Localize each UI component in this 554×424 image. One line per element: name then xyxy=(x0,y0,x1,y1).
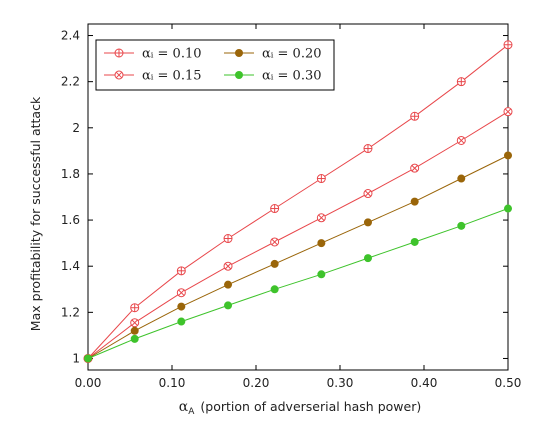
data-point xyxy=(223,261,233,271)
x-tick-label: 0.40 xyxy=(411,376,438,390)
data-point xyxy=(114,70,124,80)
series-4 xyxy=(84,204,512,363)
marker-bar xyxy=(131,319,138,326)
data-point xyxy=(456,135,466,145)
marker-bar xyxy=(318,214,325,221)
marker-bar xyxy=(178,289,185,296)
data-point xyxy=(363,254,372,263)
data-point xyxy=(410,237,419,246)
legend-label: αᵢ = 0.30 xyxy=(262,69,322,84)
data-point xyxy=(176,266,186,276)
data-point xyxy=(235,49,243,57)
data-point xyxy=(504,204,512,213)
data-point xyxy=(130,326,139,335)
data-point xyxy=(176,288,186,298)
legend-item: αᵢ = 0.30 xyxy=(224,69,322,84)
data-point xyxy=(456,77,466,87)
data-point xyxy=(84,354,92,363)
data-point xyxy=(410,197,419,206)
series-3 xyxy=(84,151,512,363)
y-tick-label: 1.6 xyxy=(61,213,80,227)
x-tick-label: 0.20 xyxy=(243,376,270,390)
data-point xyxy=(114,48,124,58)
y-tick-label: 2.4 xyxy=(61,29,80,43)
data-point xyxy=(363,189,373,199)
legend-box xyxy=(95,39,335,91)
marker-bar xyxy=(271,238,278,246)
legend-item: αᵢ = 0.10 xyxy=(104,47,202,62)
data-point xyxy=(363,218,372,227)
axes: 0.00 0.10 0.20 0.30 0.40 0.50 1 1.2 1.4 1.6 1.8 2 2.… xyxy=(61,24,521,390)
x-axis-label-subscript: A xyxy=(188,407,195,417)
data-point xyxy=(223,234,233,244)
data-point xyxy=(130,303,140,313)
data-point xyxy=(270,204,280,214)
x-tick-label: 0.50 xyxy=(495,376,522,390)
series-line xyxy=(87,208,509,359)
series-line xyxy=(87,44,509,359)
y-tick-label: 2 xyxy=(72,121,80,135)
data-point xyxy=(270,259,279,268)
data-point xyxy=(316,213,326,223)
data-point xyxy=(224,301,233,310)
data-point xyxy=(363,144,373,154)
data-point xyxy=(177,302,186,311)
data-point xyxy=(130,334,139,343)
x-tick-label: 0.00 xyxy=(75,376,102,390)
series-line xyxy=(87,111,509,359)
x-tick-label: 0.10 xyxy=(159,376,186,390)
legend-label: αᵢ = 0.20 xyxy=(262,47,322,62)
data-point xyxy=(410,111,420,121)
legend-label: αᵢ = 0.15 xyxy=(142,69,202,84)
data-point xyxy=(316,174,326,184)
x-axis-label-text: (portion of adverserial hash power) xyxy=(200,399,421,414)
legend-item: αᵢ = 0.20 xyxy=(224,47,322,62)
x-axis-label-symbol: α xyxy=(179,399,189,415)
data-point xyxy=(457,221,466,230)
data-point xyxy=(235,71,243,79)
legend-label: αᵢ = 0.10 xyxy=(142,47,202,62)
marker-bar xyxy=(411,164,418,172)
y-tick-label: 1 xyxy=(72,351,80,365)
y-tick-label: 2.2 xyxy=(61,75,80,89)
plot-area xyxy=(87,23,509,371)
y-tick-label: 1.4 xyxy=(61,259,80,273)
data-point xyxy=(177,317,186,326)
data-point xyxy=(503,40,513,50)
data-point xyxy=(457,174,466,183)
data-point xyxy=(317,239,326,248)
data-point xyxy=(317,270,326,279)
data-point xyxy=(270,237,280,247)
data-point xyxy=(504,151,512,160)
legend-item: αᵢ = 0.15 xyxy=(104,69,202,84)
x-tick-label: 0.30 xyxy=(327,376,354,390)
series-line xyxy=(87,155,509,359)
legend: αᵢ = 0.10 αᵢ = 0.15 αᵢ = 0.20 αᵢ = 0.30 xyxy=(95,39,335,91)
data-point xyxy=(503,107,513,117)
marker-bar xyxy=(364,190,372,197)
data-point xyxy=(410,163,420,173)
y-axis-label: Max profitability for successful attack xyxy=(28,96,43,331)
data-point xyxy=(130,318,140,328)
y-tick-label: 1.2 xyxy=(61,305,80,319)
x-axis-label: αA (portion of adverserial hash power) xyxy=(179,399,421,417)
marker-bar xyxy=(115,71,123,79)
series-1 xyxy=(83,40,513,363)
data-point xyxy=(224,280,233,289)
plot-frame xyxy=(87,23,509,371)
marker-bar xyxy=(504,108,512,115)
y-tick-label: 1.8 xyxy=(61,167,80,181)
marker-bar xyxy=(458,137,465,144)
data-point xyxy=(270,285,279,294)
series-group xyxy=(83,40,513,363)
marker-bar xyxy=(224,263,232,270)
